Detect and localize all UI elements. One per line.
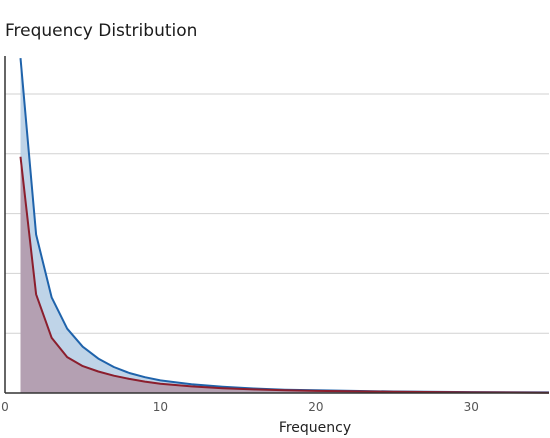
- series-lines: [19, 58, 550, 394]
- x-axis-label: Frequency: [279, 420, 351, 436]
- gridlines: [5, 93, 549, 334]
- x-tick-labels: 0 10 20 30: [1, 400, 479, 414]
- chart-title: Frequency Distribution: [5, 21, 198, 41]
- series-0-area: [20, 58, 549, 393]
- x-tick-label: 10: [153, 400, 168, 414]
- series-areas: [20, 58, 549, 393]
- series-1-line: [19, 156, 550, 394]
- x-tick-label: 20: [308, 400, 323, 414]
- series-1-area: [20, 156, 549, 393]
- series-0-line: [19, 58, 550, 394]
- x-tick-label: 30: [464, 400, 479, 414]
- x-tick-label: 0: [1, 400, 9, 414]
